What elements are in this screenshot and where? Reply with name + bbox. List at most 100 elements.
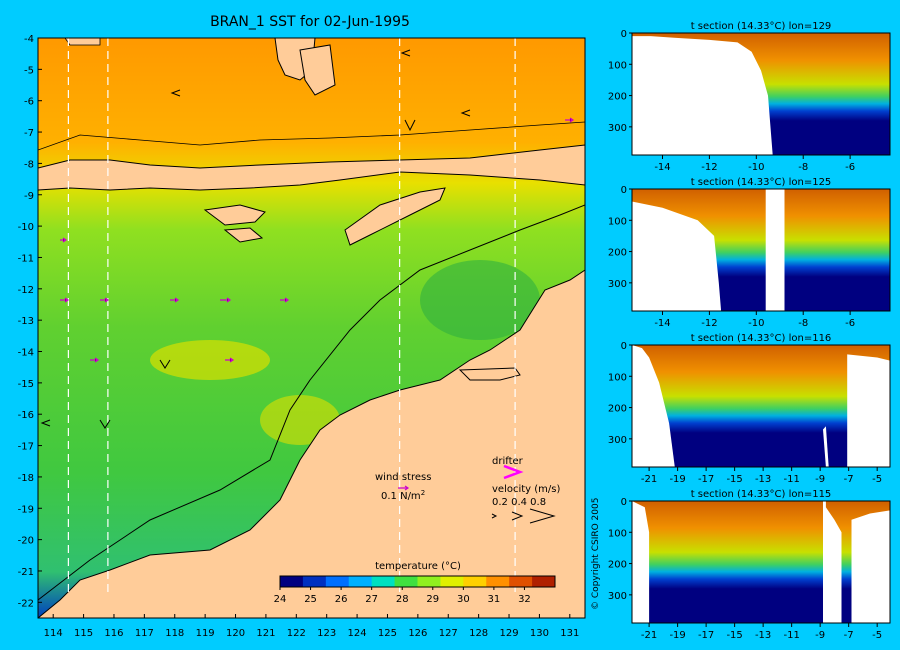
velocity-key-arrow-medium bbox=[511, 511, 524, 521]
section-land-mask bbox=[632, 345, 675, 467]
map-x-tick-label: 117 bbox=[135, 628, 154, 639]
map-y-tick-label: -15 bbox=[18, 379, 34, 390]
wind-stress-label: wind stress bbox=[375, 472, 431, 483]
map-y-tick-label: -11 bbox=[18, 253, 34, 264]
colorbar-segment bbox=[440, 576, 464, 587]
java-edge bbox=[64, 38, 101, 46]
map-y-axis: -4 -5 -6 -7 -8 -9 -10 -11 -12 -13 -14 -15 -16 -17 -18 -… bbox=[18, 34, 42, 609]
section-field bbox=[632, 345, 890, 467]
sumba-island bbox=[203, 204, 266, 226]
buton-island bbox=[299, 44, 336, 96]
wind-stress-arrows bbox=[40, 49, 471, 429]
wind-arrow bbox=[460, 109, 471, 117]
map-x-tick-label: 114 bbox=[44, 628, 63, 639]
section-y-tick-label: 100 bbox=[608, 216, 627, 227]
map-x-tick-label: 130 bbox=[530, 628, 549, 639]
map-y-tick-label: -17 bbox=[18, 442, 34, 453]
section-panel: t section (14.33°C) lon=116 -21 -19 -17 -15 -… bbox=[608, 333, 891, 485]
section-x-tick-label: -13 bbox=[755, 630, 771, 641]
section-lines bbox=[67, 38, 516, 597]
map-y-tick-label: -12 bbox=[18, 285, 34, 296]
wind-stress-value: 0.1 N/m2 bbox=[381, 489, 425, 502]
section-y-tick-label: 0 bbox=[621, 185, 627, 196]
section-title: t section (14.33°C) lon=116 bbox=[691, 333, 832, 344]
velocity-arrow bbox=[280, 297, 290, 303]
section-panels: t section (14.33°C) lon=129 -14 -12 -10 -8 -6… bbox=[608, 21, 891, 641]
section-panel: t section (14.33°C) lon=115 -21 -19 -17 -15 -… bbox=[608, 489, 891, 641]
section-frame bbox=[631, 500, 891, 624]
timor-island bbox=[344, 187, 446, 246]
colorbar-tick-label: 30 bbox=[457, 594, 470, 605]
section-land-mask bbox=[851, 501, 890, 623]
section-title: t section (14.33°C) lon=129 bbox=[691, 21, 832, 32]
section-land-mask bbox=[632, 501, 650, 623]
section-y-tick-label: 200 bbox=[608, 92, 627, 103]
colorbar-tick-label: 26 bbox=[335, 594, 348, 605]
savu-island bbox=[223, 227, 264, 243]
section-x-tick-label: -21 bbox=[641, 630, 657, 641]
section-x-tick-label: -14 bbox=[654, 318, 670, 329]
island-chain bbox=[38, 144, 585, 191]
section-frame bbox=[631, 188, 891, 312]
map-x-tick-label: 124 bbox=[348, 628, 367, 639]
section-land-mask bbox=[823, 426, 829, 467]
velocity-arrow bbox=[100, 297, 110, 303]
section-y-tick-label: 300 bbox=[608, 591, 627, 602]
velocity-arrow bbox=[60, 297, 70, 303]
section-land-mask bbox=[632, 189, 722, 311]
section-x-tick-label: -11 bbox=[783, 630, 799, 641]
section-title: t section (14.33°C) lon=115 bbox=[691, 489, 832, 500]
colorbar-label: temperature (°C) bbox=[375, 561, 461, 572]
section-y-tick-label: 100 bbox=[608, 60, 627, 71]
map-x-tick-label: 120 bbox=[226, 628, 245, 639]
australia-land bbox=[38, 269, 585, 618]
section-panel: t section (14.33°C) lon=125 -14 -12 -10 -8 -6… bbox=[608, 177, 891, 329]
colorbar-tick-label: 28 bbox=[396, 594, 409, 605]
colorbar-tick-label: 31 bbox=[488, 594, 501, 605]
map-y-tick-label: -4 bbox=[24, 34, 34, 45]
section-x-tick-label: -21 bbox=[641, 474, 657, 485]
section-x-tick-label: -7 bbox=[844, 474, 854, 485]
wind-stress-key-arrow bbox=[398, 485, 410, 491]
wind-arrow bbox=[40, 419, 51, 427]
velocity-key-arrows bbox=[491, 508, 556, 524]
colorbar-segment bbox=[463, 576, 487, 587]
colorbar-segment bbox=[509, 576, 533, 587]
colorbar-tick-label: 32 bbox=[518, 594, 531, 605]
map-x-tick-label: 119 bbox=[196, 628, 215, 639]
colorbar bbox=[280, 576, 556, 587]
section-x-tick-label: -19 bbox=[669, 630, 685, 641]
section-x-tick-label: -13 bbox=[755, 474, 771, 485]
velocity-label: velocity (m/s) bbox=[492, 484, 560, 495]
section-x-tick-label: -10 bbox=[748, 318, 764, 329]
velocity-arrow bbox=[565, 117, 575, 123]
colorbar-ticks: 24 25 26 27 28 29 30 31 32 bbox=[274, 587, 531, 605]
colorbar-segment bbox=[348, 576, 373, 587]
map-y-tick-label: -8 bbox=[24, 159, 34, 170]
section-x-tick-label: -6 bbox=[845, 162, 855, 173]
map-y-tick-label: -16 bbox=[18, 410, 34, 421]
section-title: t section (14.33°C) lon=125 bbox=[691, 177, 832, 188]
warm-patch bbox=[150, 340, 270, 380]
section-x-tick-label: -8 bbox=[798, 318, 808, 329]
colorbar-segment bbox=[394, 576, 418, 587]
section-y-tick-label: 300 bbox=[608, 279, 627, 290]
copyright: © Copyright CSIRO 2005 bbox=[591, 498, 601, 610]
melville-land bbox=[458, 367, 521, 381]
map-x-tick-label: 125 bbox=[378, 628, 397, 639]
map-y-tick-label: -6 bbox=[24, 97, 34, 108]
wind-arrow bbox=[99, 419, 111, 429]
drifter-label: drifter bbox=[492, 456, 524, 467]
map-x-tick-label: 128 bbox=[469, 628, 488, 639]
map-y-tick-label: -18 bbox=[18, 473, 34, 484]
section-y-tick-label: 0 bbox=[621, 497, 627, 508]
velocity-arrow bbox=[170, 297, 180, 303]
map-x-tick-label: 121 bbox=[256, 628, 275, 639]
section-x-tick-label: -12 bbox=[701, 318, 717, 329]
colorbar-segment bbox=[532, 576, 556, 587]
map-y-tick-label: -19 bbox=[18, 504, 34, 515]
section-y-tick-label: 100 bbox=[608, 372, 627, 383]
colorbar-tick-label: 25 bbox=[304, 594, 317, 605]
section-x-tick-label: -12 bbox=[701, 162, 717, 173]
